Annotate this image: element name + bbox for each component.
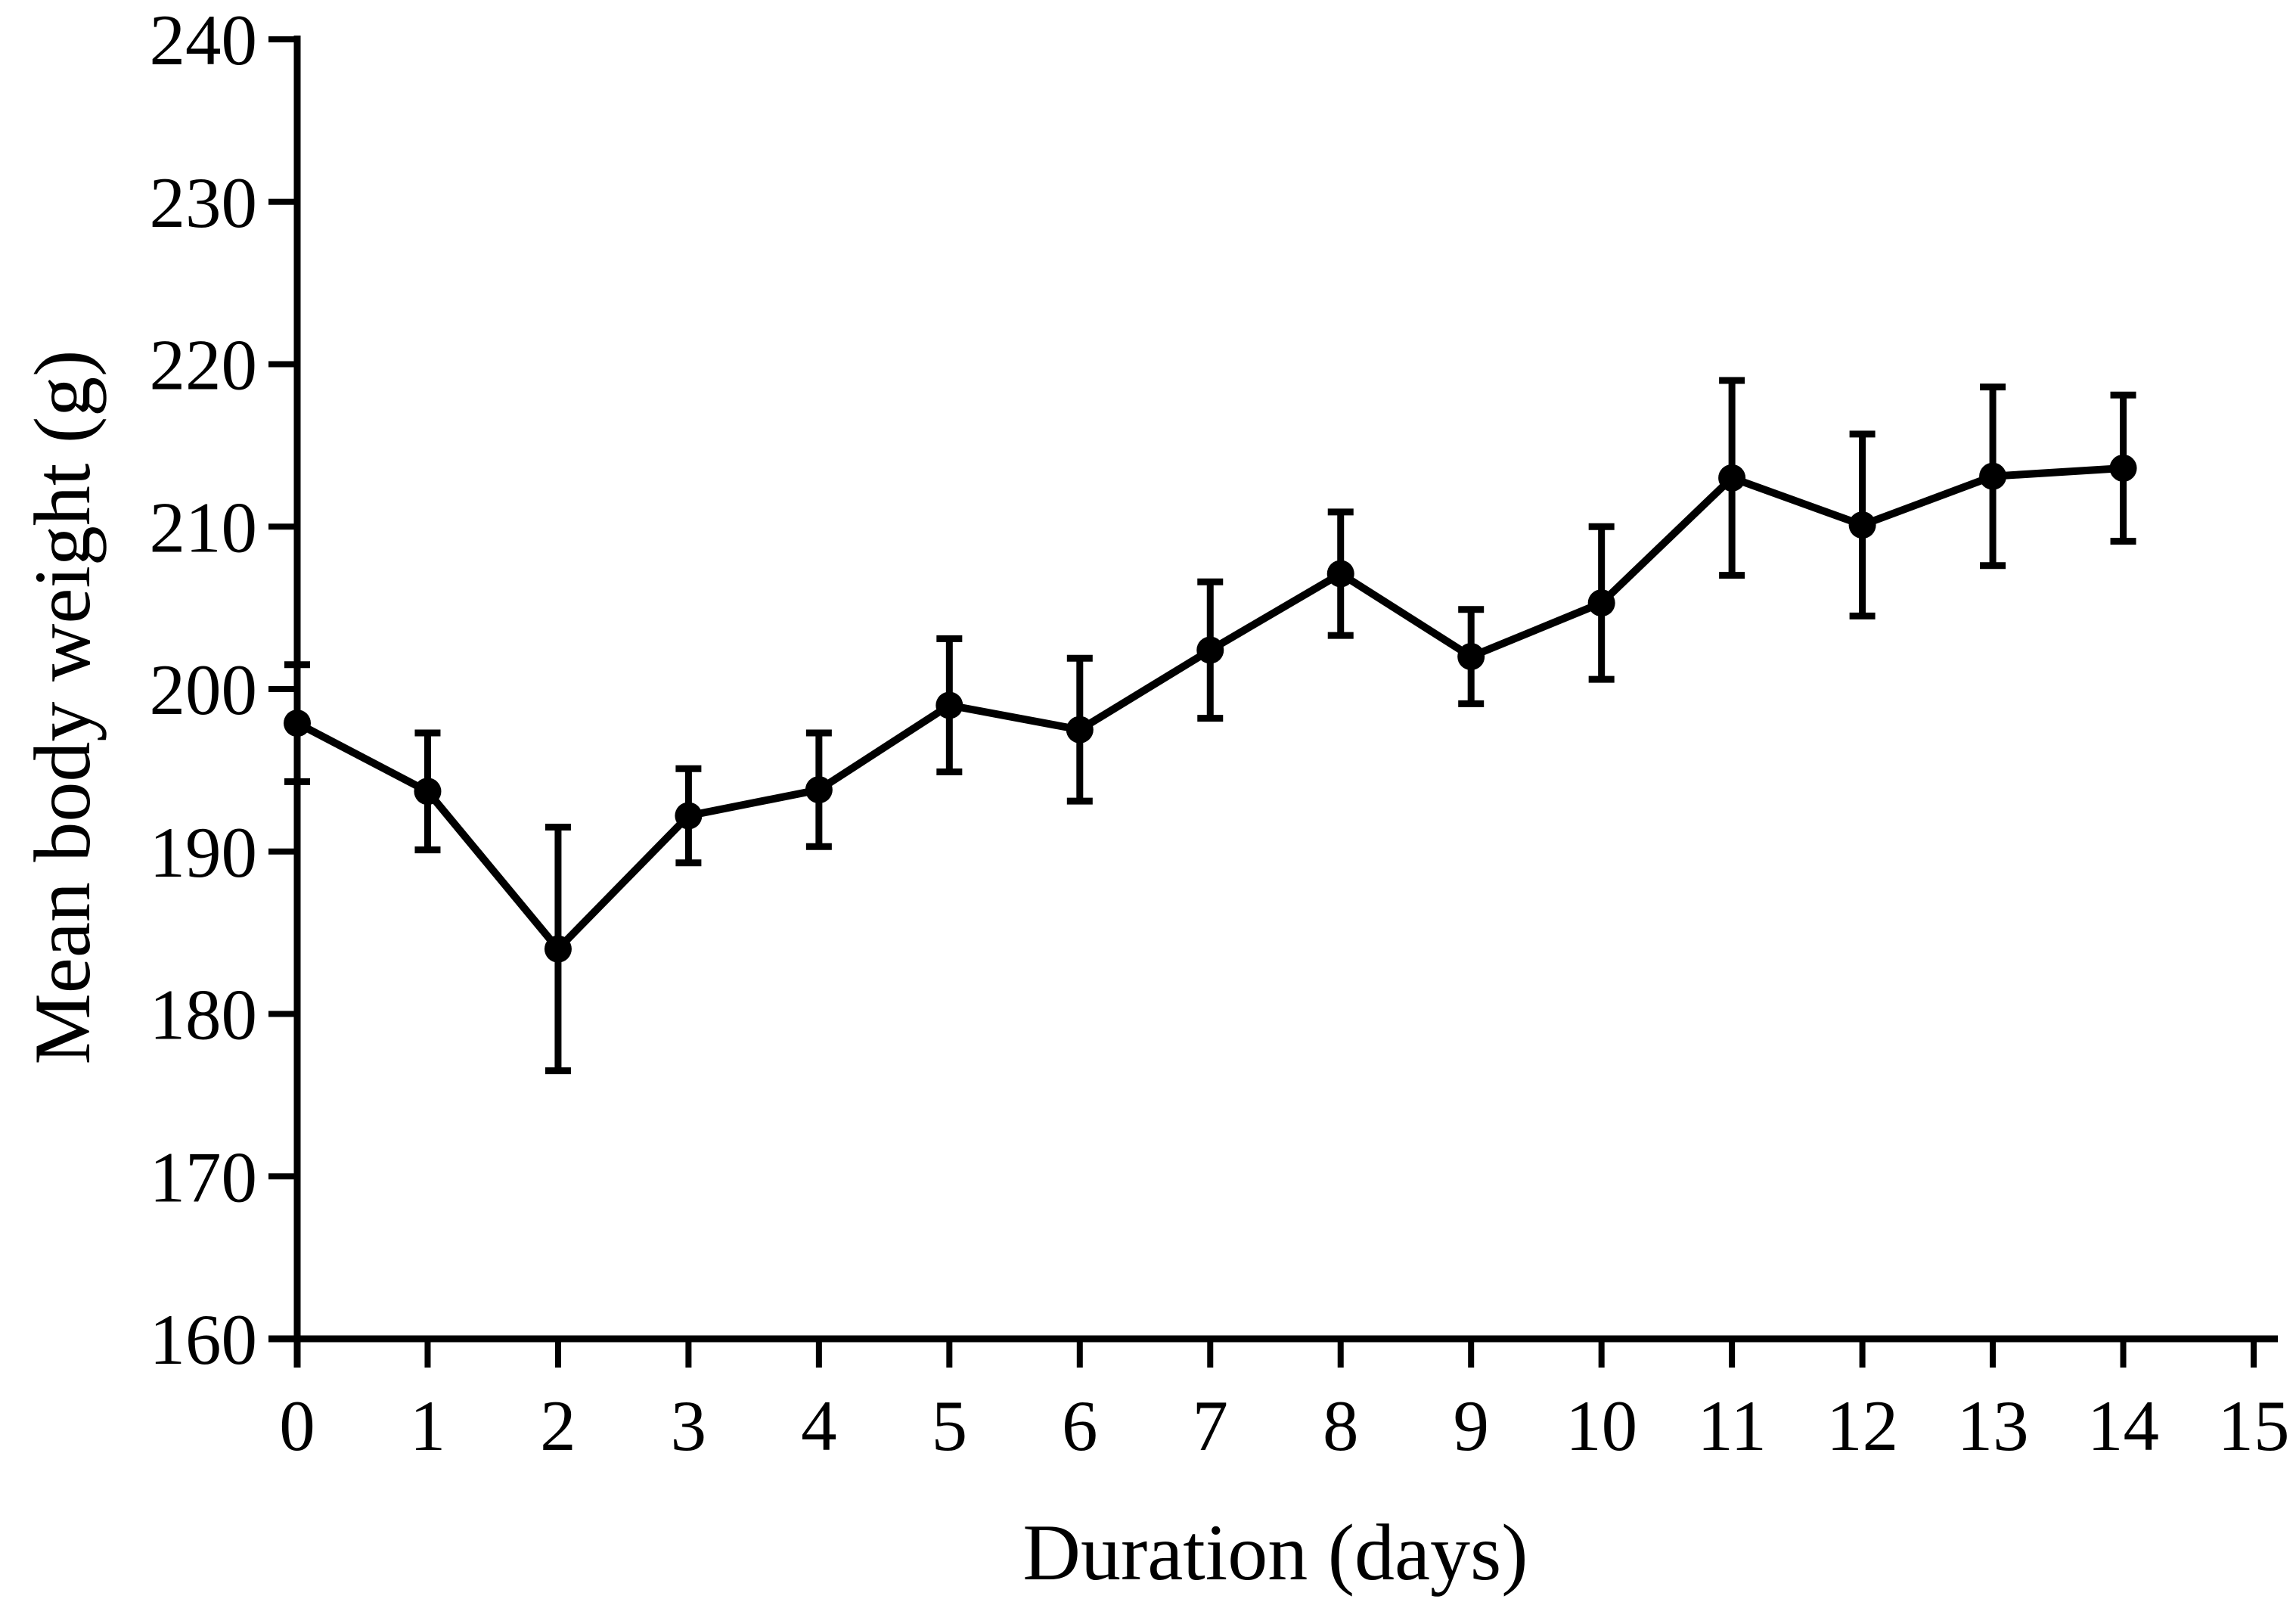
x-tick-label: 14 [2087, 1386, 2159, 1466]
y-axis-ticks [268, 36, 297, 1342]
x-tick-label: 13 [1957, 1386, 2029, 1466]
y-tick-label: 180 [150, 975, 258, 1055]
y-tick-label: 220 [150, 325, 258, 405]
x-tick-label: 12 [1826, 1386, 1898, 1466]
x-tick-label: 2 [540, 1386, 576, 1466]
x-axis-tick-labels: 0 1 2 3 4 5 6 7 8 9 10 11 12 13 14 15 [279, 1386, 2289, 1466]
x-tick-label: 5 [932, 1386, 968, 1466]
error-bars [284, 377, 2136, 1075]
y-tick-label: 230 [150, 163, 258, 243]
data-point [1979, 462, 2007, 490]
data-point [1326, 560, 1354, 588]
y-axis-tick-labels: 160 170 180 190 200 210 220 230 240 [150, 0, 258, 1380]
data-point [935, 691, 963, 719]
x-axis-ticks [294, 1339, 2257, 1368]
x-tick-label: 11 [1697, 1386, 1766, 1466]
x-tick-label: 8 [1323, 1386, 1359, 1466]
data-point [414, 778, 442, 806]
x-tick-label: 10 [1565, 1386, 1637, 1466]
x-tick-label: 1 [410, 1386, 446, 1466]
data-points [284, 454, 2137, 963]
y-tick-label: 240 [150, 0, 258, 80]
data-point [1196, 636, 1224, 664]
y-tick-label: 160 [150, 1299, 258, 1380]
x-tick-label: 7 [1193, 1386, 1229, 1466]
data-point [1457, 643, 1485, 671]
data-point [1066, 716, 1094, 744]
data-point [284, 709, 311, 737]
data-point [1848, 511, 1876, 539]
x-tick-label: 9 [1453, 1386, 1489, 1466]
data-point [675, 802, 703, 830]
data-point [1587, 589, 1615, 617]
x-tick-label: 0 [279, 1386, 315, 1466]
data-point [1718, 464, 1746, 492]
y-axis-title: Mean body weight (g) [18, 350, 107, 1065]
y-tick-label: 190 [150, 812, 258, 893]
data-point [2109, 454, 2137, 482]
data-point [805, 776, 833, 804]
y-tick-label: 200 [150, 650, 258, 730]
data-point [544, 935, 572, 963]
x-tick-label: 15 [2218, 1386, 2290, 1466]
y-tick-label: 170 [150, 1137, 258, 1217]
y-tick-label: 210 [150, 487, 258, 567]
x-tick-label: 6 [1062, 1386, 1098, 1466]
x-axis-title: Duration (days) [1022, 1508, 1528, 1597]
x-tick-label: 3 [671, 1386, 707, 1466]
x-tick-label: 4 [801, 1386, 837, 1466]
